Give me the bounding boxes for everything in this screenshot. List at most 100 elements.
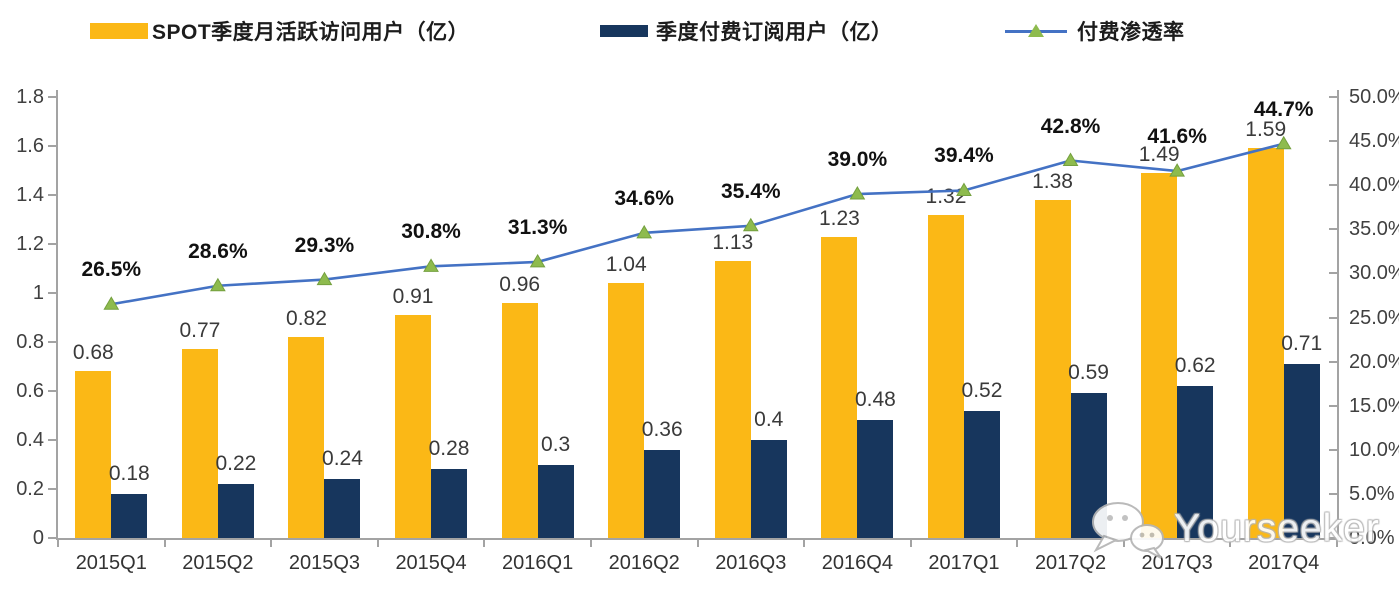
subscribers-bar: [431, 469, 468, 538]
subscribers-bar: [750, 440, 787, 538]
triangle-marker-icon: [529, 253, 546, 268]
right-axis-tick-label: 10.0%: [1349, 438, 1399, 461]
right-axis-tick: [1329, 492, 1337, 495]
subscribers-bar-value: 0.18: [108, 461, 150, 485]
subscribers-bar-value: 0.62: [1174, 354, 1216, 378]
subscribers-bar-value: 0.48: [854, 388, 896, 412]
penetration-value: 35.4%: [721, 179, 781, 203]
subscribers-bar-value: 0.59: [1068, 361, 1109, 385]
left-axis-tick: [48, 341, 56, 343]
mau-bar-value: 1.13: [712, 231, 754, 255]
left-axis-tick-label: 1.4: [16, 184, 44, 206]
x-axis-label: 2017Q1: [928, 552, 1000, 574]
left-axis-tick-label: 1.2: [16, 233, 44, 255]
x-axis-label: 2016Q4: [821, 552, 893, 574]
left-axis-tick: [48, 96, 56, 98]
right-axis-tick-label: 0.0%: [1349, 527, 1395, 549]
legend-item-penetration: 付费渗透率: [1005, 17, 1185, 45]
penetration-value: 30.8%: [401, 220, 461, 244]
subscribers-bar-value: 0.36: [641, 417, 683, 441]
right-axis-tick-label: 20.0%: [1349, 350, 1399, 373]
triangle-marker-icon: [742, 217, 759, 232]
subscribers-bar-value: 0.24: [322, 447, 363, 471]
right-axis-tick: [1329, 404, 1337, 407]
x-axis-tick: [270, 540, 273, 547]
subscribers-bar-value: 0.3: [541, 432, 571, 456]
subscribers-bar: [217, 484, 254, 538]
subscribers-bar-value: 0.52: [961, 378, 1003, 402]
left-axis-tick: [48, 194, 56, 196]
mau-bar: [181, 349, 218, 538]
left-axis-tick-label: 0.2: [16, 478, 44, 500]
right-axis-tick-label: 15.0%: [1349, 394, 1399, 417]
left-axis-tick-label: 1.6: [16, 135, 44, 157]
subscribers-bar: [1283, 364, 1320, 538]
mau-bar-value: 1.23: [818, 206, 860, 230]
penetration-value: 26.5%: [81, 258, 142, 282]
triangle-marker-icon: [210, 277, 226, 292]
left-axis-tick: [48, 439, 56, 441]
left-axis-tick-label: 0.8: [16, 331, 44, 353]
subscribers-bar: [857, 420, 894, 538]
legend-item-subscribers: 季度付费订阅用户（亿）: [600, 17, 893, 45]
penetration-legend-line-icon: [1005, 23, 1067, 39]
subscribers-bar: [644, 449, 681, 538]
mau-bar-value: 1.59: [1245, 118, 1287, 142]
subscribers-bar: [963, 410, 1000, 538]
triangle-marker-icon: [636, 224, 653, 239]
x-axis-label: 2015Q2: [182, 552, 254, 574]
right-axis-tick: [1329, 272, 1337, 275]
left-axis-tick: [48, 292, 56, 294]
penetration-value: 44.7%: [1253, 97, 1314, 121]
x-axis-tick: [589, 540, 592, 547]
triangle-marker-icon: [423, 258, 439, 272]
right-axis-line: [1337, 90, 1339, 540]
left-axis-tick: [48, 537, 56, 539]
mau-bar-value: 0.96: [499, 272, 541, 296]
penetration-value: 31.3%: [507, 215, 568, 239]
subscribers-bar: [1177, 386, 1214, 538]
left-axis-tick: [48, 390, 56, 392]
penetration-value: 39.0%: [827, 148, 888, 172]
mau-bar-value: 1.32: [925, 184, 967, 208]
x-axis-label: 2015Q1: [75, 552, 147, 574]
right-axis-tick-label: 50.0%: [1349, 86, 1399, 108]
penetration-value: 42.8%: [1040, 114, 1101, 138]
mau-bar: [501, 302, 538, 538]
legend-item-mau: SPOT季度月活跃访问用户（亿）: [90, 17, 469, 45]
subscribers-legend-swatch-icon: [600, 25, 648, 37]
mau-bar-value: 0.91: [392, 285, 434, 309]
x-axis-tick: [1122, 540, 1125, 547]
left-axis-tick-label: 1.8: [16, 86, 44, 108]
mau-bar: [927, 214, 964, 538]
x-axis-tick: [1016, 540, 1019, 547]
penetration-value: 29.3%: [294, 233, 355, 257]
subscribers-bar: [111, 493, 148, 538]
subscribers-bar: [1070, 393, 1107, 538]
mau-bar: [821, 236, 858, 538]
left-axis-tick: [48, 488, 56, 490]
legend-label-mau: SPOT季度月活跃访问用户（亿）: [152, 21, 470, 44]
left-axis-tick-label: 0: [32, 527, 44, 549]
subscribers-bar: [537, 464, 574, 538]
right-axis-tick: [1329, 228, 1337, 231]
right-axis-tick: [1329, 140, 1337, 143]
x-axis-tick: [483, 540, 486, 547]
mau-bar: [288, 337, 325, 538]
right-axis-tick-label: 5.0%: [1349, 482, 1395, 505]
mau-bar: [714, 261, 751, 538]
penetration-value: 41.6%: [1147, 125, 1207, 149]
mau-bar-value: 0.77: [179, 319, 221, 343]
x-axis-label: 2017Q2: [1034, 552, 1107, 574]
right-axis-tick-label: 45.0%: [1349, 130, 1399, 153]
subscribers-bar-value: 0.71: [1281, 332, 1323, 356]
x-axis-tick: [1336, 540, 1338, 547]
left-axis-tick: [48, 243, 56, 245]
bottom-axis-line: [56, 538, 1339, 540]
x-axis-tick: [696, 540, 699, 547]
subscribers-bar-value: 0.22: [215, 452, 257, 476]
right-axis-tick-label: 35.0%: [1349, 218, 1399, 241]
legend-label-penetration: 付费渗透率: [1077, 21, 1185, 44]
